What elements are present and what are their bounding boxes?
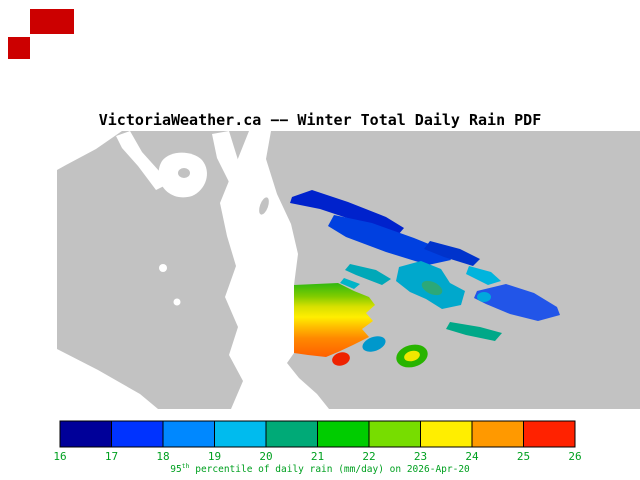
- water-bottom-left: [57, 349, 158, 409]
- map-region-cyan-islet: [362, 336, 386, 352]
- water-lake-2: [173, 298, 181, 306]
- map-region-green-islet-core: [404, 350, 420, 362]
- colorbar-tick-25: 25: [517, 450, 530, 463]
- map-data-regions: [290, 190, 560, 368]
- colorbar-tick-17: 17: [105, 450, 118, 463]
- map-region-far-right-island: [474, 284, 560, 321]
- colorbar-segment-6: [317, 420, 370, 448]
- colorbar-tick-16: 16: [53, 450, 66, 463]
- colorbar-tick-26: 26: [568, 450, 581, 463]
- colorbar-border: [59, 420, 576, 448]
- map: [57, 131, 640, 409]
- map-region-center-island-patch: [421, 280, 443, 296]
- map-region-mid-island: [328, 215, 451, 265]
- colorbar-tick-20: 20: [259, 450, 272, 463]
- caption-superscript: th: [182, 462, 190, 470]
- red-block-1: [30, 9, 74, 34]
- colorbar-segment-1: [59, 420, 112, 448]
- caption-rest: percentile of daily rain (mm/day) on 202…: [190, 464, 471, 475]
- water-central-inlet: [220, 131, 329, 409]
- colorbar-tick-18: 18: [156, 450, 169, 463]
- map-region-lower-teal-sliver: [446, 322, 502, 341]
- colorbar-ticks: 16 17 18 19 20 21 22 23 24 25 26: [53, 450, 581, 463]
- colorbar-tick-21: 21: [311, 450, 324, 463]
- map-region-teal-sliver: [345, 264, 391, 285]
- water-channel-1: [116, 131, 168, 190]
- map-region-far-right-tip: [477, 292, 491, 302]
- map-region-teal-sliver-2: [340, 278, 360, 289]
- map-region-red-islet: [332, 352, 350, 366]
- plot-title: VictoriaWeather.ca −− Winter Total Daily…: [99, 111, 542, 129]
- colorbar-segment-2: [111, 420, 164, 448]
- colorbar-tick-22: 22: [362, 450, 375, 463]
- map-region-small-sliver-right: [466, 266, 501, 285]
- colorbar-tick-19: 19: [208, 450, 221, 463]
- islet-in-inlet: [259, 197, 269, 215]
- map-region-east-sliver: [424, 241, 480, 266]
- map-islets: [178, 168, 269, 215]
- islet-in-bay: [178, 168, 190, 178]
- colorbar-segment-3: [162, 420, 215, 448]
- water-top-left-wedge: [57, 131, 122, 170]
- map-region-north-sliver: [290, 190, 404, 235]
- map-water-shapes: [57, 131, 329, 409]
- colorbar-tick-24: 24: [465, 450, 479, 463]
- caption-prefix: 95: [170, 464, 181, 475]
- colorbar-segment-10: [523, 420, 576, 448]
- colorbar-segment-8: [420, 420, 473, 448]
- colorbar-segment-5: [265, 420, 318, 448]
- red-block-2: [8, 37, 30, 59]
- colorbar-segment-7: [368, 420, 421, 448]
- map-region-central-gradient: [294, 283, 375, 357]
- colorbar-tick-23: 23: [414, 450, 427, 463]
- colorbar-caption: 95th percentile of daily rain (mm/day) o…: [170, 462, 470, 475]
- water-lake-1: [159, 264, 167, 272]
- colorbar-segments: [59, 420, 576, 448]
- colorbar-segment-4: [214, 420, 267, 448]
- colorbar: 16 17 18 19 20 21 22 23 24 25 26 95th pe…: [53, 420, 582, 475]
- colorbar-segment-9: [471, 420, 524, 448]
